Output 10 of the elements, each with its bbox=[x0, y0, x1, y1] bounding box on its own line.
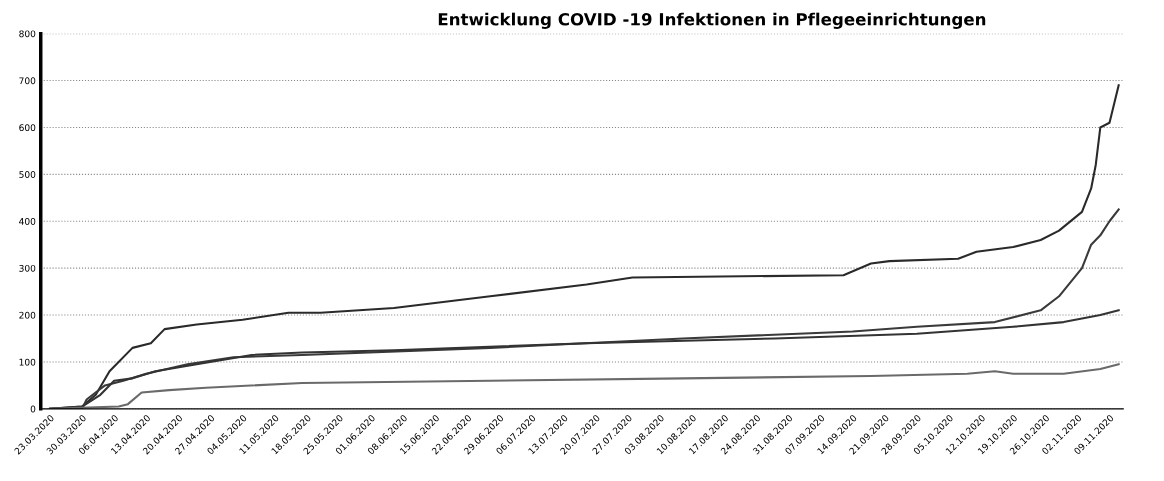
y-tick-label: 800 bbox=[19, 30, 36, 38]
y-tick-label: 200 bbox=[19, 311, 36, 319]
y-tick-label: 400 bbox=[19, 217, 36, 225]
chart-title: Entwicklung COVID -19 Infektionen in Pflegeeinrichtungen bbox=[438, 12, 986, 29]
y-tick-label: 600 bbox=[19, 124, 36, 132]
y-tick-label: 500 bbox=[19, 171, 36, 178]
y-tick-label: 300 bbox=[19, 264, 36, 272]
y-tick-label: 0 bbox=[30, 405, 36, 413]
y-tick-label: 700 bbox=[19, 77, 36, 85]
y-tick-label: 100 bbox=[19, 358, 36, 366]
